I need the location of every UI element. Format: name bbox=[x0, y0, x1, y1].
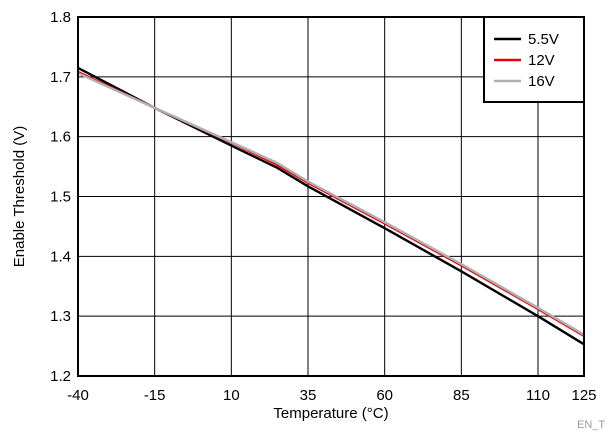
x-tick-labels: -40 -15 10 35 60 85 110 125 bbox=[67, 387, 596, 404]
x-tick-label: 60 bbox=[376, 387, 393, 404]
y-tick-label: 1.8 bbox=[50, 9, 71, 26]
y-tick-label: 1.4 bbox=[50, 248, 71, 265]
x-tick-label: 125 bbox=[571, 387, 596, 404]
y-tick-label: 1.2 bbox=[50, 368, 71, 385]
x-tick-label: -40 bbox=[67, 387, 89, 404]
legend-label: 12V bbox=[528, 52, 555, 69]
plot-frame bbox=[77, 16, 585, 377]
y-tick-label: 1.5 bbox=[50, 189, 71, 206]
y-tick-label: 1.3 bbox=[50, 308, 71, 325]
y-axis-title: Enable Threshold (V) bbox=[11, 126, 28, 267]
x-tick-label: 10 bbox=[223, 387, 240, 404]
y-tick-label: 1.6 bbox=[50, 129, 71, 146]
x-tick-label: 110 bbox=[526, 387, 550, 404]
x-axis-title: Temperature (°C) bbox=[273, 405, 388, 422]
legend-label: 16V bbox=[528, 73, 555, 90]
series-line-16V bbox=[77, 72, 585, 336]
legend-label: 5.5V bbox=[528, 31, 559, 48]
x-tick-label: 85 bbox=[453, 387, 470, 404]
y-tick-labels: 1.2 1.3 1.4 1.5 1.6 1.7 1.8 bbox=[50, 9, 71, 385]
legend: 5.5V 12V 16V bbox=[483, 16, 585, 103]
figure-code: EN_T bbox=[577, 419, 605, 431]
series-line-12V bbox=[77, 70, 585, 337]
plot-lines bbox=[77, 66, 585, 346]
x-tick-label: 35 bbox=[300, 387, 317, 404]
y-tick-label: 1.7 bbox=[50, 69, 71, 86]
x-tick-label: -15 bbox=[144, 387, 166, 404]
series-line-5.5V bbox=[77, 66, 585, 346]
